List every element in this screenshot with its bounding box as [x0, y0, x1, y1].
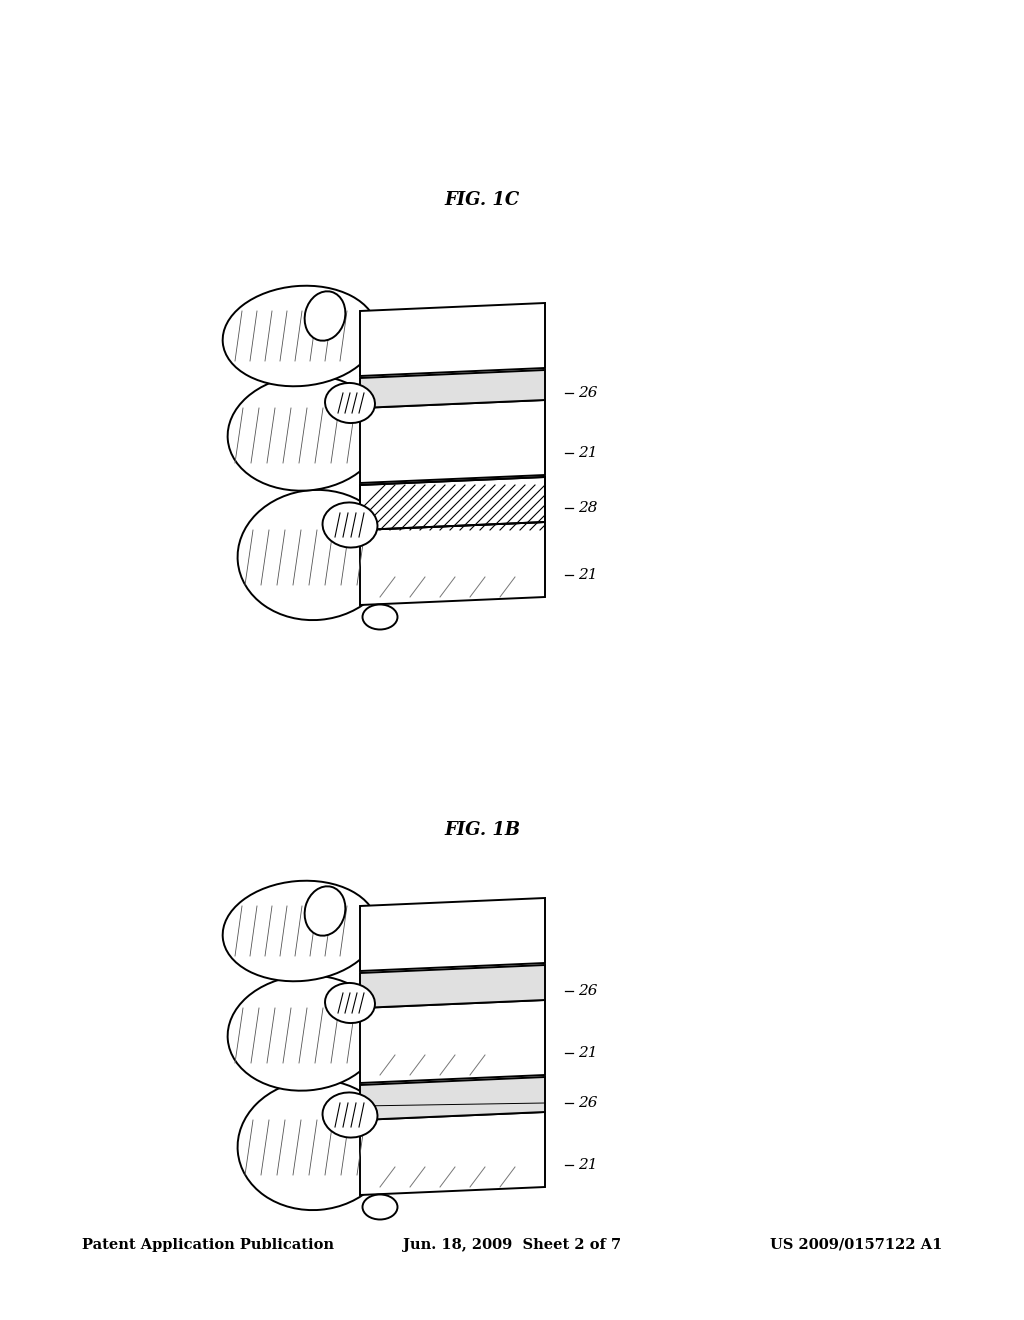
Polygon shape	[360, 521, 545, 605]
Ellipse shape	[227, 375, 382, 491]
Ellipse shape	[323, 503, 378, 548]
Text: 28: 28	[578, 502, 597, 515]
Text: 21: 21	[578, 1045, 597, 1060]
Text: US 2009/0157122 A1: US 2009/0157122 A1	[770, 1238, 942, 1251]
Ellipse shape	[227, 975, 382, 1090]
Ellipse shape	[325, 383, 375, 422]
Ellipse shape	[362, 605, 397, 630]
Text: FIG. 1C: FIG. 1C	[444, 191, 519, 209]
Ellipse shape	[238, 1080, 392, 1210]
Polygon shape	[360, 898, 545, 972]
Polygon shape	[360, 1077, 545, 1119]
Ellipse shape	[362, 1195, 397, 1220]
Text: FIG. 1B: FIG. 1B	[444, 821, 520, 840]
Text: Jun. 18, 2009  Sheet 2 of 7: Jun. 18, 2009 Sheet 2 of 7	[402, 1238, 622, 1251]
Polygon shape	[360, 477, 545, 531]
Ellipse shape	[323, 1093, 378, 1138]
Polygon shape	[360, 965, 545, 1008]
Text: 21: 21	[578, 568, 597, 582]
Text: 26: 26	[578, 385, 597, 400]
Text: 21: 21	[578, 1158, 597, 1172]
Ellipse shape	[222, 285, 377, 387]
Ellipse shape	[304, 886, 345, 936]
Polygon shape	[360, 304, 545, 376]
Ellipse shape	[325, 983, 375, 1023]
Polygon shape	[360, 1001, 545, 1082]
Polygon shape	[360, 370, 545, 408]
Ellipse shape	[222, 880, 377, 981]
Text: 26: 26	[578, 1096, 597, 1110]
Text: 21: 21	[578, 446, 597, 459]
Polygon shape	[360, 1111, 545, 1195]
Text: Patent Application Publication: Patent Application Publication	[82, 1238, 334, 1251]
Text: 26: 26	[578, 983, 597, 998]
Ellipse shape	[304, 292, 345, 341]
Ellipse shape	[238, 490, 392, 620]
Polygon shape	[360, 400, 545, 483]
